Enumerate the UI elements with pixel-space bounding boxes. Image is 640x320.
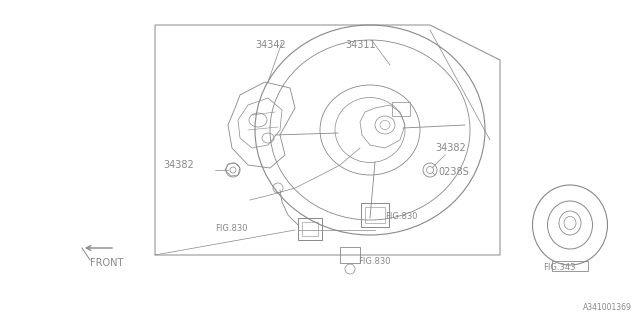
- Text: FIG.830: FIG.830: [385, 212, 417, 220]
- Text: 34342: 34342: [255, 40, 285, 50]
- Text: 34382: 34382: [163, 160, 194, 170]
- Text: 0238S: 0238S: [438, 167, 468, 177]
- Text: 34382: 34382: [435, 143, 466, 153]
- Text: FIG.830: FIG.830: [358, 258, 390, 267]
- Text: FRONT: FRONT: [90, 258, 124, 268]
- Text: A341001369: A341001369: [583, 303, 632, 312]
- Text: FIG.830: FIG.830: [216, 223, 248, 233]
- Text: FIG.343: FIG.343: [543, 263, 575, 273]
- Text: 34311: 34311: [345, 40, 376, 50]
